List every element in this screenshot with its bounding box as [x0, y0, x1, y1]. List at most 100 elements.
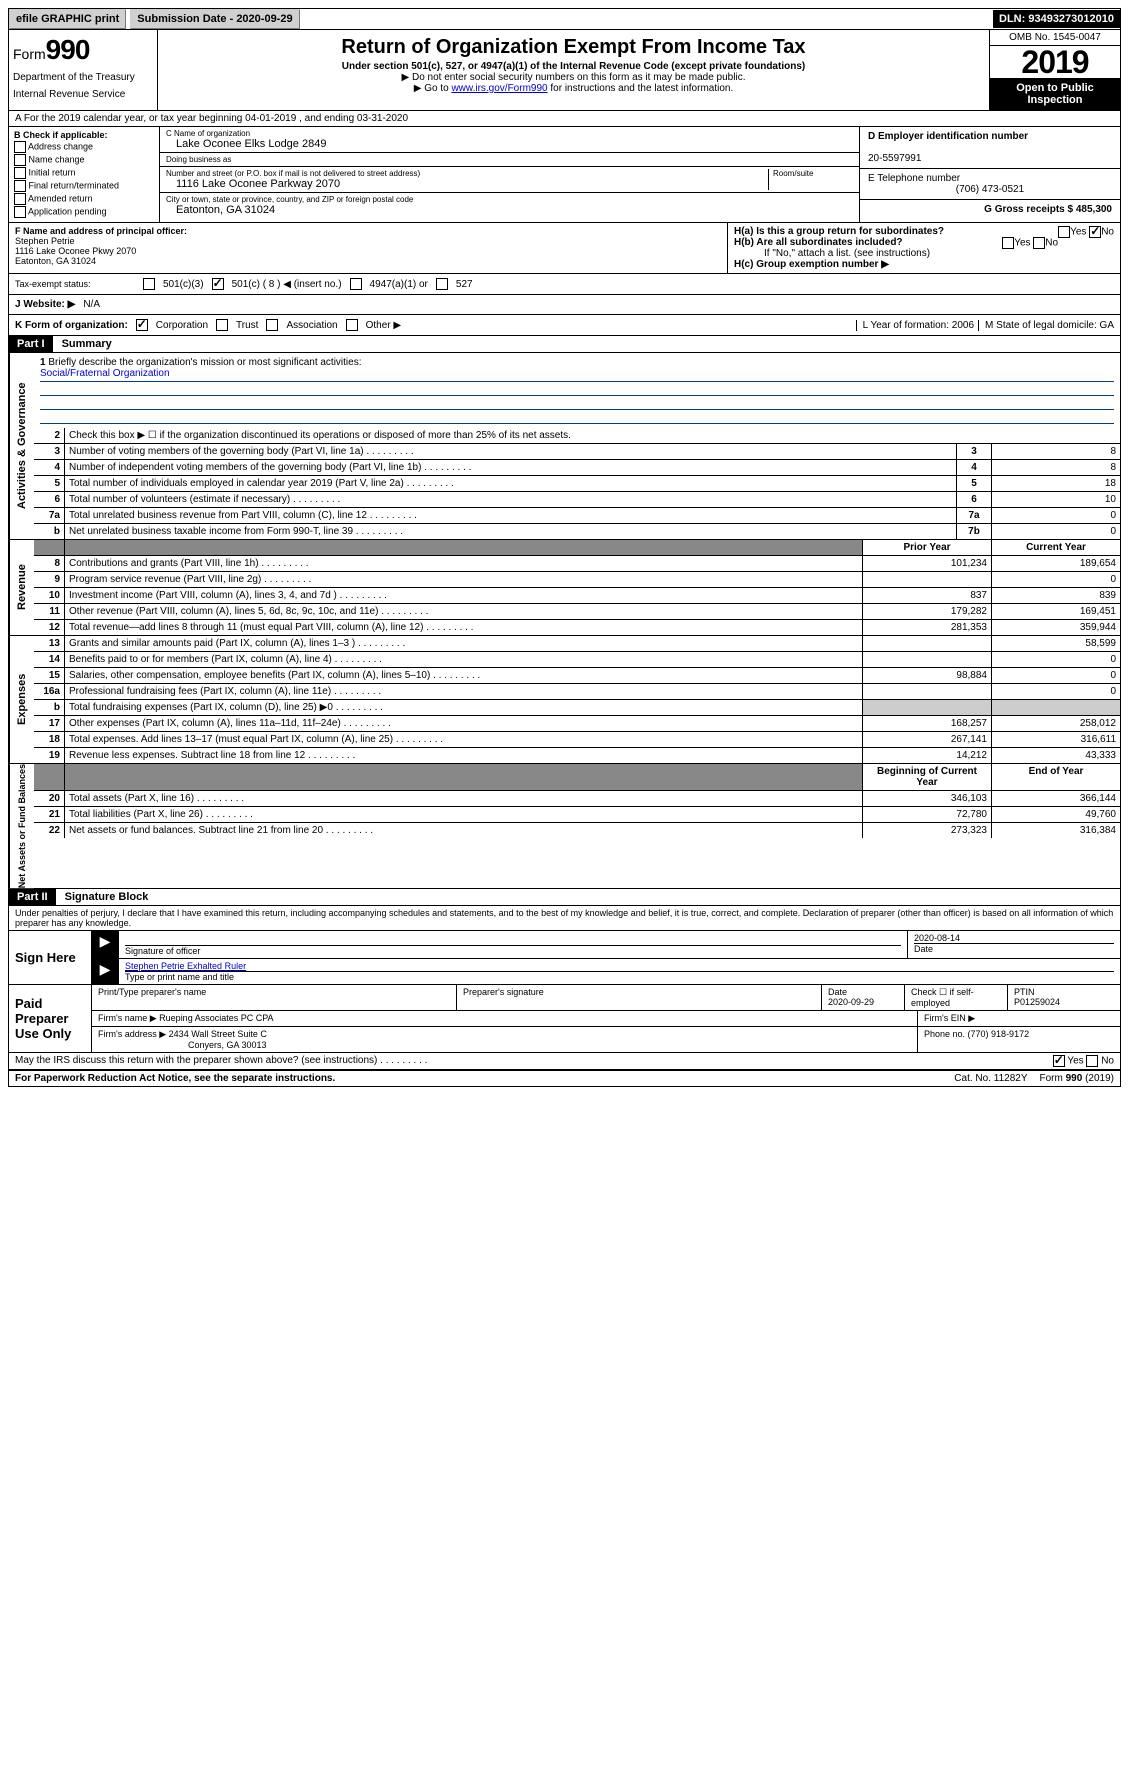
chk-527[interactable] [436, 278, 448, 290]
expenses-table: 13Grants and similar amounts paid (Part … [34, 636, 1120, 763]
chk-name-change[interactable]: Name change [14, 154, 154, 166]
arrow-icon: ▶ [92, 931, 119, 958]
activities-section: Activities & Governance 1 Briefly descri… [8, 353, 1121, 540]
revenue-table: Prior YearCurrent Year8Contributions and… [34, 540, 1120, 635]
dln-label: DLN: 93493273012010 [993, 10, 1120, 28]
hb-yes[interactable] [1002, 237, 1014, 249]
chk-corp[interactable] [136, 319, 148, 331]
table-row: 5Total number of individuals employed in… [34, 476, 1120, 492]
chk-final-return[interactable]: Final return/terminated [14, 180, 154, 192]
ha-yes[interactable] [1058, 226, 1070, 238]
dept-line2: Internal Revenue Service [13, 89, 153, 100]
chk-501c[interactable] [212, 278, 224, 290]
form-note1: ▶ Do not enter social security numbers o… [166, 72, 981, 83]
table-row: 14Benefits paid to or for members (Part … [34, 652, 1120, 668]
principal-officer-row: F Name and address of principal officer:… [8, 223, 1121, 274]
tax-exempt-row: Tax-exempt status: 501(c)(3) 501(c) ( 8 … [8, 274, 1121, 295]
table-row: 6Total number of volunteers (estimate if… [34, 492, 1120, 508]
form-id-block: Form990 Department of the Treasury Inter… [9, 30, 158, 110]
open-to-public: Open to Public Inspection [990, 78, 1120, 110]
table-row: 16aProfessional fundraising fees (Part I… [34, 684, 1120, 700]
chk-amended[interactable]: Amended return [14, 193, 154, 205]
top-toolbar: efile GRAPHIC print Submission Date - 20… [8, 8, 1121, 30]
table-row: 10Investment income (Part VIII, column (… [34, 588, 1120, 604]
table-row: 22Net assets or fund balances. Subtract … [34, 823, 1120, 839]
part1-header: Part I Summary [8, 336, 1121, 353]
k-row: K Form of organization: Corporation Trus… [8, 315, 1121, 336]
form-title-block: Return of Organization Exempt From Incom… [158, 30, 989, 110]
ptin: P01259024 [1014, 997, 1060, 1007]
table-row: bNet unrelated business taxable income f… [34, 524, 1120, 540]
chk-assoc[interactable] [266, 319, 278, 331]
website-value: N/A [83, 299, 100, 310]
efile-button[interactable]: efile GRAPHIC print [9, 9, 126, 29]
website-row: J Website: ▶ N/A [8, 295, 1121, 315]
table-row: 4Number of independent voting members of… [34, 460, 1120, 476]
chk-other[interactable] [346, 319, 358, 331]
table-row: 9Program service revenue (Part VIII, lin… [34, 572, 1120, 588]
col-b-checkboxes: B Check if applicable: Address change Na… [9, 127, 160, 222]
gross-receipts: G Gross receipts $ 485,300 [984, 204, 1112, 215]
net-assets-section: Net Assets or Fund Balances Beginning of… [8, 764, 1121, 889]
state-domicile: M State of legal domicile: GA [978, 320, 1114, 331]
sign-date: 2020-08-14 [914, 933, 1114, 943]
table-row: 20Total assets (Part X, line 16)346,1033… [34, 791, 1120, 807]
prep-date: 2020-09-29 [828, 997, 874, 1007]
activities-table: 2Check this box ▶ ☐ if the organization … [34, 428, 1120, 539]
firm-phone: Phone no. (770) 918-9172 [918, 1027, 1120, 1052]
dept-line1: Department of the Treasury [13, 72, 153, 83]
sign-here-block: Sign Here ▶ Signature of officer 2020-08… [8, 931, 1121, 985]
chk-address-change[interactable]: Address change [14, 141, 154, 153]
paid-preparer-block: Paid Preparer Use Only Print/Type prepar… [8, 985, 1121, 1053]
arrow-icon: ▶ [92, 959, 119, 984]
org-name: Lake Oconee Elks Lodge 2849 [166, 138, 853, 150]
chk-pending[interactable]: Application pending [14, 206, 154, 218]
form-header: Form990 Department of the Treasury Inter… [8, 30, 1121, 111]
table-row: 8Contributions and grants (Part VIII, li… [34, 556, 1120, 572]
city-state-zip: Eatonton, GA 31024 [166, 204, 853, 216]
table-row: 12Total revenue—add lines 8 through 11 (… [34, 620, 1120, 636]
form990-link[interactable]: www.irs.gov/Form990 [451, 83, 547, 94]
hb-no[interactable] [1033, 237, 1045, 249]
street-address: 1116 Lake Oconee Parkway 2070 [166, 178, 768, 190]
net-assets-table: Beginning of Current YearEnd of Year20To… [34, 764, 1120, 838]
form-year-block: OMB No. 1545-0047 2019 Open to Public In… [989, 30, 1120, 110]
mission-text: Social/Fraternal Organization [40, 368, 1114, 382]
officer-name-link[interactable]: Stephen Petrie Exhalted Ruler [125, 961, 246, 971]
discuss-yes[interactable] [1053, 1055, 1065, 1067]
form-subtitle: Under section 501(c), 527, or 4947(a)(1)… [166, 61, 981, 72]
part2-header: Part II Signature Block [8, 889, 1121, 906]
col-right-info: D Employer identification number 20-5597… [859, 127, 1120, 222]
submission-date-button[interactable]: Submission Date - 2020-09-29 [130, 9, 299, 29]
chk-initial-return[interactable]: Initial return [14, 167, 154, 179]
discuss-no[interactable] [1086, 1055, 1098, 1067]
expenses-section: Expenses 13Grants and similar amounts pa… [8, 636, 1121, 764]
footer-row: For Paperwork Reduction Act Notice, see … [8, 1070, 1121, 1087]
tax-year: 2019 [990, 46, 1120, 78]
chk-4947[interactable] [350, 278, 362, 290]
table-row: 19Revenue less expenses. Subtract line 1… [34, 748, 1120, 764]
table-row: 7aTotal unrelated business revenue from … [34, 508, 1120, 524]
telephone: (706) 473-0521 [868, 184, 1112, 195]
revenue-section: Revenue Prior YearCurrent Year8Contribut… [8, 540, 1121, 636]
chk-501c3[interactable] [143, 278, 155, 290]
form-word: Form [13, 46, 46, 62]
table-row: 11Other revenue (Part VIII, column (A), … [34, 604, 1120, 620]
officer-name: Stephen Petrie [15, 236, 75, 246]
table-row: 2Check this box ▶ ☐ if the organization … [34, 428, 1120, 444]
table-row: bTotal fundraising expenses (Part IX, co… [34, 700, 1120, 716]
col-c-org-info: C Name of organization Lake Oconee Elks … [160, 127, 859, 222]
table-row: 15Salaries, other compensation, employee… [34, 668, 1120, 684]
form-number: 990 [46, 34, 90, 65]
firm-name: Rueping Associates PC CPA [159, 1013, 273, 1023]
year-formation: L Year of formation: 2006 [856, 320, 974, 331]
table-row: 21Total liabilities (Part X, line 26)72,… [34, 807, 1120, 823]
ein: 20-5597991 [868, 153, 921, 164]
chk-trust[interactable] [216, 319, 228, 331]
perjury-statement: Under penalties of perjury, I declare th… [8, 906, 1121, 931]
ha-no[interactable] [1089, 226, 1101, 238]
table-row: 13Grants and similar amounts paid (Part … [34, 636, 1120, 652]
form-title: Return of Organization Exempt From Incom… [166, 36, 981, 59]
identity-block: B Check if applicable: Address change Na… [8, 127, 1121, 223]
row-a-tax-year: A For the 2019 calendar year, or tax yea… [8, 111, 1121, 127]
